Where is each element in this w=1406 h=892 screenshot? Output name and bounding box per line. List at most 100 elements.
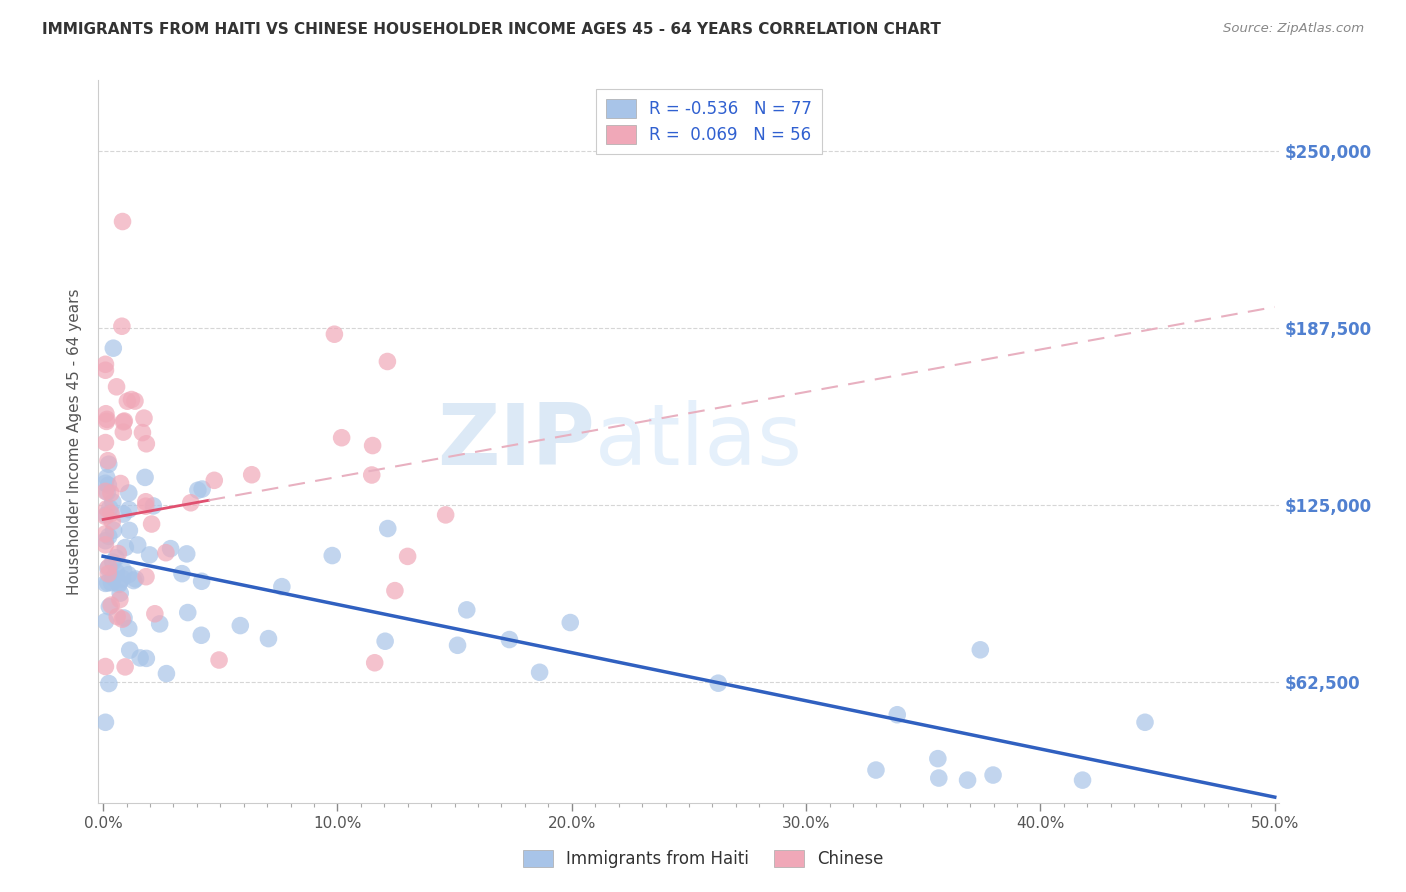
Point (103, 523, 125, 537)
Point (180, 496, 202, 510)
Point (135, 495, 157, 509)
Point (94, 484, 117, 499)
Point (981, 768, 1004, 782)
Point (190, 628, 212, 642)
Point (323, 327, 346, 342)
Point (135, 499, 157, 513)
Point (969, 642, 991, 657)
Point (127, 538, 149, 552)
Point (97, 561, 120, 575)
Point (886, 707, 908, 722)
Point (94, 357, 117, 371)
Point (97, 453, 120, 467)
Text: ZIP: ZIP (437, 400, 595, 483)
Point (330, 431, 353, 445)
Point (105, 609, 128, 624)
Point (446, 638, 468, 652)
Point (97, 560, 120, 574)
Point (118, 524, 141, 538)
Point (111, 214, 134, 228)
Point (121, 392, 143, 407)
Point (434, 508, 457, 522)
Point (97, 457, 120, 471)
Point (111, 612, 134, 626)
Point (190, 574, 212, 589)
Point (124, 394, 146, 409)
Text: atlas: atlas (595, 400, 803, 483)
Point (105, 565, 128, 579)
Point (928, 771, 950, 785)
Point (135, 437, 157, 451)
Point (112, 425, 135, 439)
Point (94, 659, 117, 673)
Point (142, 499, 165, 513)
Point (377, 354, 399, 368)
Point (112, 507, 135, 521)
Point (96, 414, 118, 428)
Point (865, 763, 887, 777)
Point (360, 468, 382, 483)
Point (111, 319, 134, 334)
Point (94, 407, 117, 421)
Point (384, 583, 406, 598)
Point (229, 618, 252, 632)
Point (97, 676, 120, 690)
Point (122, 574, 145, 588)
Point (159, 541, 181, 556)
Point (111, 571, 134, 585)
Point (96, 412, 118, 426)
Point (101, 495, 124, 509)
Point (94, 533, 117, 548)
Point (97, 566, 120, 581)
Point (97, 478, 120, 492)
Point (108, 575, 131, 590)
Point (103, 571, 125, 585)
Point (112, 564, 135, 578)
Point (377, 522, 399, 536)
Point (560, 615, 582, 630)
Point (94, 435, 117, 450)
Point (138, 548, 160, 562)
Point (187, 483, 209, 498)
Point (191, 482, 214, 496)
Point (94, 715, 117, 730)
Point (141, 516, 163, 531)
Point (177, 606, 200, 620)
Point (94, 509, 117, 524)
Point (112, 414, 135, 428)
Point (94, 615, 117, 629)
Y-axis label: Householder Income Ages 45 - 64 years: Householder Income Ages 45 - 64 years (67, 288, 83, 595)
Point (135, 651, 157, 665)
Point (96, 485, 118, 500)
Point (94, 526, 117, 541)
Point (529, 665, 551, 680)
Point (396, 549, 419, 564)
Point (364, 656, 387, 670)
Point (100, 575, 122, 590)
Point (135, 570, 157, 584)
Point (170, 566, 193, 581)
Point (101, 555, 124, 569)
Point (114, 541, 136, 555)
Point (112, 611, 135, 625)
Point (118, 643, 141, 657)
Point (108, 577, 131, 591)
Point (208, 653, 231, 667)
Point (202, 473, 225, 487)
Point (1071, 773, 1094, 788)
Point (107, 547, 129, 561)
Point (96, 501, 118, 516)
Point (108, 592, 131, 607)
Point (100, 598, 122, 612)
Point (97, 575, 120, 590)
Point (94, 508, 117, 522)
Text: Source: ZipAtlas.com: Source: ZipAtlas.com (1223, 22, 1364, 36)
Point (105, 380, 128, 394)
Point (118, 502, 141, 516)
Point (124, 572, 146, 586)
Point (270, 580, 292, 594)
Point (117, 567, 139, 582)
Point (149, 616, 172, 631)
Point (103, 341, 125, 355)
Point (117, 394, 139, 409)
